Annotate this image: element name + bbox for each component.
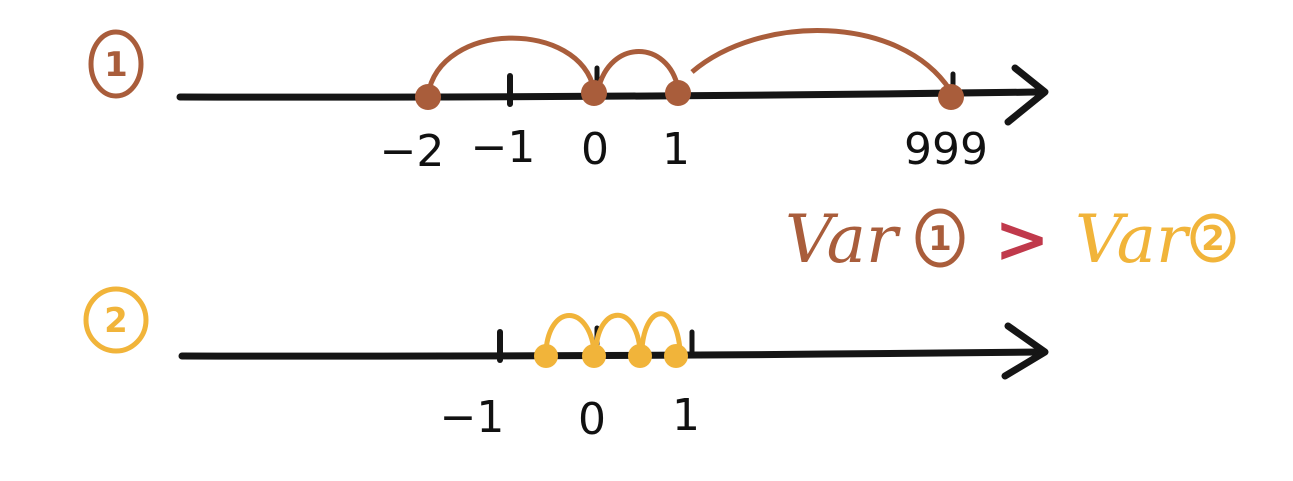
number-line-2 (178, 348, 1044, 360)
point-minus2 (415, 84, 441, 110)
tick2-label-1: 1 (672, 390, 700, 441)
jump2-arc-3 (639, 311, 683, 351)
point-1 (665, 80, 691, 106)
tick-label-999: 999 (904, 124, 988, 175)
point2-a (534, 344, 558, 368)
point2-c (628, 344, 652, 368)
tick2-label-0: 0 (578, 394, 606, 445)
var-right-marker-circle (1190, 213, 1236, 263)
var-right-label: Var (1075, 201, 1191, 278)
tick-label-0: 0 (581, 124, 609, 175)
var-left-marker-circle (915, 208, 965, 268)
arrowhead-2 (1001, 322, 1049, 380)
tick-label-minus2: −2 (380, 126, 445, 177)
marker-1-label: 1 (104, 45, 128, 85)
diagram-2: 2 −1 0 1 (83, 286, 1049, 445)
var-left-label: Var (785, 201, 901, 278)
jump-arc-2 (595, 49, 681, 91)
jump2-arc-2 (593, 312, 643, 351)
number-line-1 (176, 88, 1044, 101)
tick2-label-minus1: −1 (440, 392, 505, 443)
point2-d (664, 344, 688, 368)
point2-b (582, 344, 606, 368)
diagram-1: 1 −2 −1 0 1 999 (88, 28, 1049, 177)
point-999 (938, 84, 964, 110)
tick-label-minus1: −1 (471, 122, 536, 173)
marker-2-label: 2 (104, 301, 128, 341)
comparison-operator: > (994, 200, 1049, 278)
point-0 (581, 80, 607, 106)
jump-arc-3 (690, 28, 953, 92)
marker-2-circle (83, 286, 149, 354)
jump2-arc-1 (543, 313, 597, 351)
var-right-marker: 2 (1201, 219, 1225, 259)
arrowhead-1 (1004, 64, 1049, 126)
marker-1-circle (88, 29, 144, 99)
comparison: Var 1 > Var 2 (785, 200, 1236, 278)
var-left-marker: 1 (928, 219, 952, 259)
tick-label-1: 1 (662, 124, 690, 175)
jump-arc-1 (425, 35, 597, 96)
